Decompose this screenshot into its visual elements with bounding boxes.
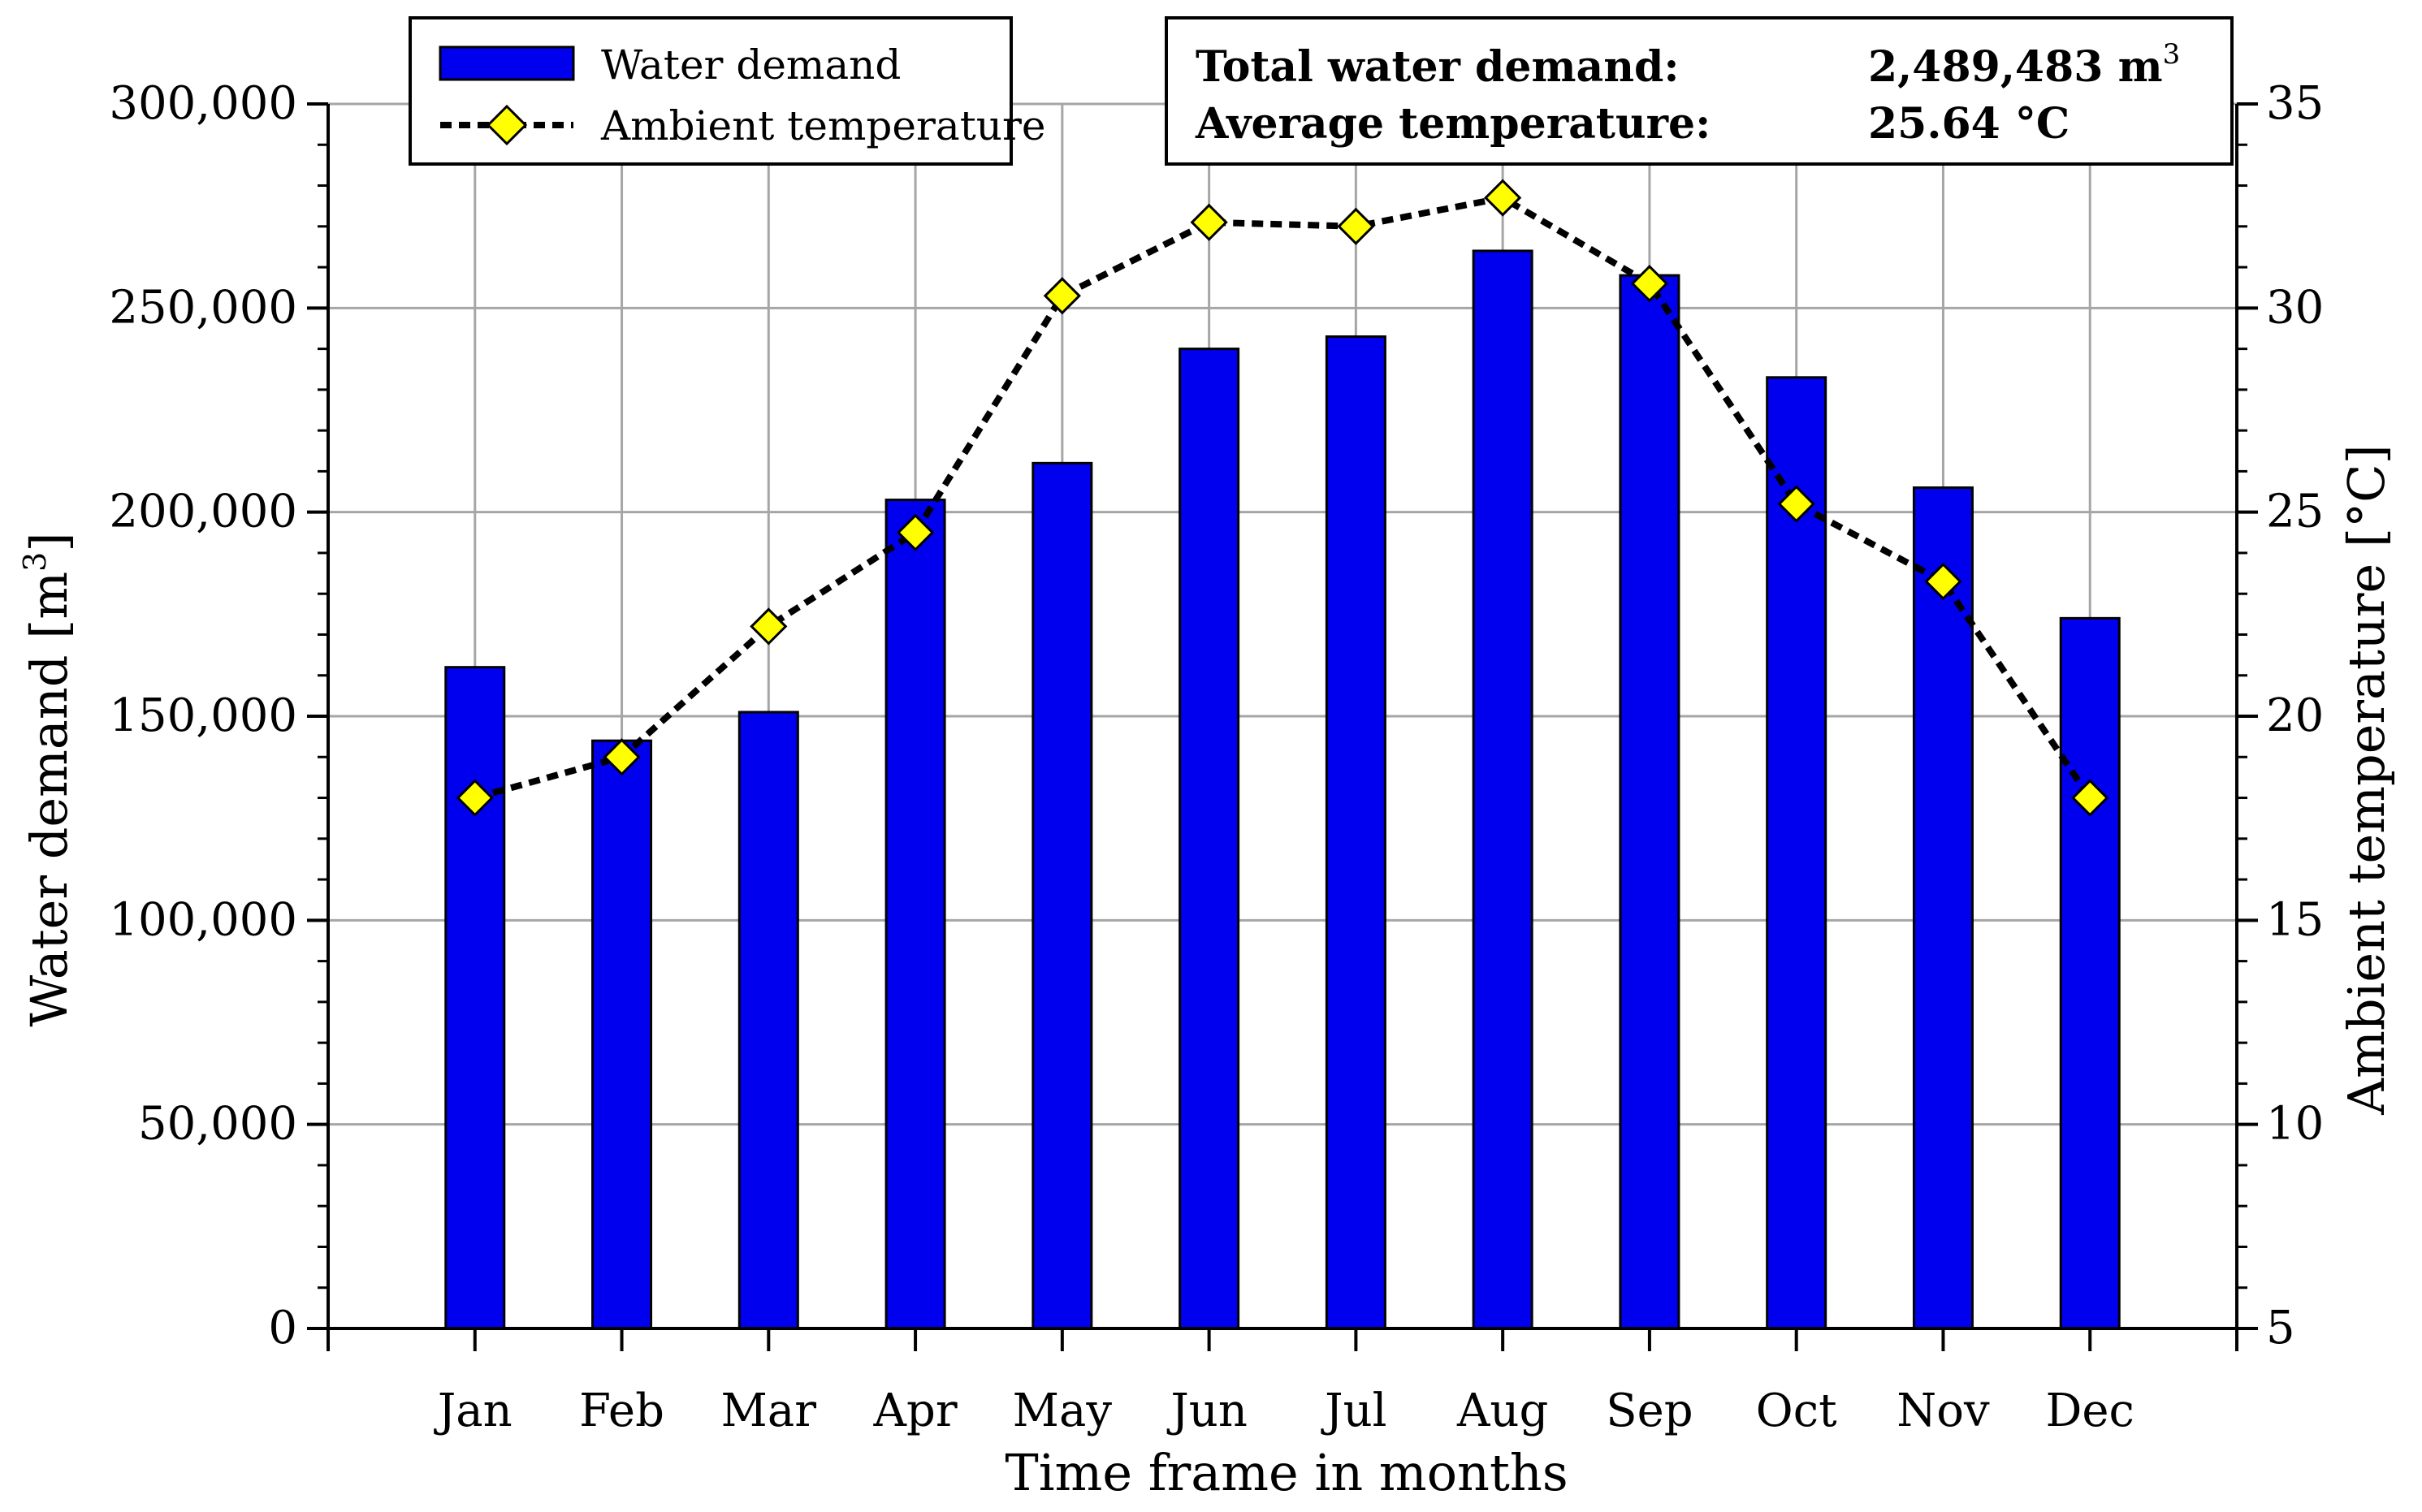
x-tick-label-dec: Dec: [2046, 1385, 2134, 1437]
y-tick-label-right-6: 35: [2266, 77, 2324, 130]
temperature-point-dec: [2071, 779, 2109, 817]
temperature-point-feb: [603, 738, 641, 776]
y2-axis-title: Ambient temperature [°C]: [2337, 444, 2396, 1115]
x-tick-label-mar: Mar: [721, 1385, 817, 1437]
temperature-point-may: [1043, 277, 1081, 315]
summary-total-label: Total water demand:: [1196, 42, 1680, 92]
summary-box: Total water demand: 2,489,483 m3 Average…: [1165, 16, 2234, 166]
bar-apr: [884, 499, 946, 1330]
temperature-point-oct: [1777, 485, 1815, 523]
bar-aug: [1472, 249, 1533, 1330]
temperature-point-sep: [1630, 265, 1669, 303]
temperature-line: [474, 194, 2093, 801]
y-axis-title: Water demand [m3]: [17, 532, 79, 1026]
legend: Water demand Ambient temperature: [409, 16, 1046, 166]
y-tick-label-left-5: 250,000: [109, 281, 297, 334]
x-tick-label-jul: Jul: [1321, 1385, 1386, 1437]
temperature-point-aug: [1484, 179, 1522, 217]
x-tick-label-feb: Feb: [579, 1385, 664, 1437]
temperature-point-jul: [1337, 207, 1375, 245]
x-tick-label-nov: Nov: [1897, 1385, 1990, 1437]
summary-avg-label: Average temperature:: [1195, 99, 1711, 149]
bar-jun: [1179, 348, 1240, 1330]
temperature-point-jan: [456, 779, 494, 817]
y-tick-label-right-2: 15: [2266, 893, 2324, 946]
bar-jan: [444, 666, 506, 1330]
temperature-point-jun: [1190, 203, 1228, 241]
legend-label-ambient-temperature: Ambient temperature: [600, 102, 1046, 149]
y-tick-label-left-4: 200,000: [109, 486, 297, 538]
y-tick-label-right-0: 5: [2266, 1302, 2295, 1354]
legend-bar-swatch: [439, 45, 575, 81]
x-tick-label-may: May: [1013, 1385, 1113, 1437]
x-tick-label-jun: Jun: [1166, 1385, 1248, 1437]
bar-mar: [737, 711, 799, 1330]
x-tick-label-jan: Jan: [434, 1385, 513, 1437]
x-tick-label-sep: Sep: [1606, 1385, 1693, 1437]
summary-total-value: 2,489,483 m3: [1868, 38, 2180, 92]
bar-sep: [1619, 274, 1680, 1330]
y-tick-label-left-3: 150,000: [109, 689, 297, 742]
bar-may: [1032, 461, 1093, 1330]
bar-oct: [1766, 376, 1827, 1330]
line-series: [456, 179, 2109, 817]
y-tick-label-left-2: 100,000: [109, 893, 297, 946]
y-tick-label-right-1: 10: [2266, 1098, 2324, 1151]
bar-nov: [1912, 486, 1974, 1330]
x-tick-label-aug: Aug: [1456, 1385, 1548, 1437]
legend-label-water-demand: Water demand: [601, 41, 901, 89]
bar-series: [444, 249, 2121, 1330]
y-tick-label-right-4: 25: [2266, 486, 2324, 538]
temperature-point-apr: [896, 513, 935, 551]
y-tick-label-left-6: 300,000: [109, 77, 297, 130]
x-axis-title: Time frame in months: [1005, 1443, 1568, 1502]
bar-dec: [2059, 616, 2121, 1330]
axes: 0 50,000 100,000 150,000 200,000 250,000 300,0…: [109, 77, 2324, 1437]
x-tick-label-apr: Apr: [873, 1385, 958, 1437]
y-tick-label-right-5: 30: [2266, 281, 2324, 334]
summary-avg-value: 25.64 °C: [1868, 99, 2070, 149]
bar-feb: [591, 739, 653, 1330]
y-tick-label-left-0: 0: [268, 1302, 297, 1354]
bar-jul: [1325, 335, 1386, 1330]
legend-diamond-marker: [486, 104, 528, 146]
y-tick-label-left-1: 50,000: [138, 1098, 297, 1151]
x-tick-label-oct: Oct: [1756, 1385, 1837, 1437]
y-tick-label-right-3: 20: [2266, 689, 2324, 742]
temperature-point-nov: [1924, 562, 1962, 601]
summary-frame: [1165, 16, 2234, 166]
temperature-point-mar: [750, 607, 788, 646]
